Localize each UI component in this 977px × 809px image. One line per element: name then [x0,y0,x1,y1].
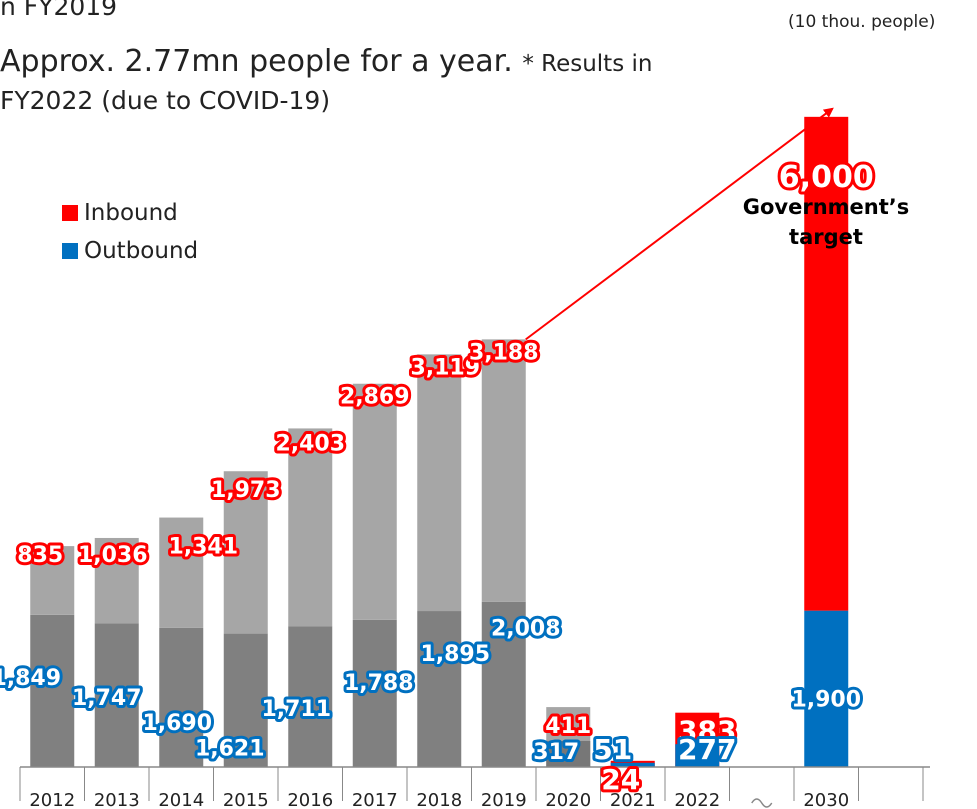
x-tick-label: 2022 [674,790,720,809]
legend-label-inbound: Inbound [84,200,178,226]
legend-swatch-outbound [62,243,78,259]
value-label-inbound-2014: 1,341 [168,535,238,560]
government-target-annotation: Government’s target [742,195,910,249]
value-labels-layer: 835 1,849 1,036 1,747 1,341 1,690 1,973 1,621 2,… [0,157,877,799]
note-line-2: Approx. 2.77mn people for a year. * Resu… [0,44,652,79]
value-label-outbound-2019: 2,008 [491,617,561,642]
value-label-outbound-2017: 1,788 [344,671,414,696]
bar-outbound-2018 [417,611,462,767]
x-tick-label: 2015 [223,790,269,809]
bar-inbound-2030 [804,116,849,611]
note-line-2-small: * Results in [522,51,653,77]
note-line-3: FY2022 (due to COVID-19) [0,86,331,115]
x-tick-label: 2020 [545,790,591,809]
x-tick-label: 2018 [416,790,462,809]
value-label-inbound-2016: 2,403 [275,431,345,456]
legend-item-outbound: Outbound [62,238,198,264]
value-label-inbound-2015: 1,973 [211,478,281,503]
x-tick-label: 2017 [352,790,398,809]
value-label-inbound-2019: 3,188 [469,340,539,365]
value-label-outbound-2013: 1,747 [72,686,142,711]
x-tick-label: 2012 [29,790,75,809]
value-label-inbound-2018: 3,119 [410,355,480,380]
x-tick-label: 2030 [803,790,849,809]
note-line-2-main: Approx. 2.77mn people for a year. [0,44,513,79]
value-label-outbound-2014: 1,690 [142,711,212,736]
x-tick-label: 2016 [287,790,333,809]
unit-label: (10 thou. people) [788,12,936,32]
legend-label-outbound: Outbound [84,238,199,264]
value-label-outbound-2015: 1,621 [195,737,265,762]
bar-outbound-2021 [610,762,655,767]
value-label-outbound-2021: 51 [593,733,632,766]
value-label-inbound-2030: 6,000 [779,160,874,195]
value-label-outbound-2016: 1,711 [261,697,331,722]
legend-swatch-inbound [62,205,78,221]
bar-inbound-2012 [30,546,75,615]
bar-inbound-2015 [223,471,268,634]
bar-inbound-2013 [94,537,139,624]
value-label-outbound-2012: 1,849 [0,666,61,691]
value-label-outbound-2022: 277 [678,733,736,766]
value-label-inbound-2021: 24 [601,763,640,796]
bar-outbound-2012 [30,614,75,767]
bar-inbound-2016 [288,428,333,627]
x-tick-label: 2013 [94,790,140,809]
value-label-outbound-2020: 317 [533,740,579,765]
bar-outbound-2014 [159,627,204,767]
bar-outbound-2013 [94,623,139,767]
bar-outbound-2020 [546,740,591,767]
value-label-inbound-2012: 835 [17,543,63,568]
value-label-inbound-2013: 1,036 [78,543,148,568]
bar-inbound-2019 [481,339,526,602]
legend-item-inbound: Inbound [62,200,178,226]
x-tick-label: 2019 [481,790,527,809]
bar-outbound-2016 [288,626,333,767]
bar-outbound-2030 [804,610,849,767]
value-label-outbound-2018: 1,895 [420,642,490,667]
trend-arrow [525,107,834,341]
bar-outbound-2017 [352,619,397,767]
axis-break-mark [751,798,773,808]
value-label-outbound-2030: 1,900 [791,688,861,713]
note-line-1: n FY2019 [0,0,118,21]
x-tick-label: 2014 [158,790,204,809]
bars-layer [30,116,849,767]
value-label-inbound-2017: 2,869 [340,385,410,410]
x-tick-label: 2021 [610,790,656,809]
bar-inbound-2014 [159,517,204,628]
value-label-inbound-2020: 411 [545,714,591,739]
bar-outbound-2019 [481,601,526,767]
bar-inbound-2018 [417,354,462,612]
bar-outbound-2015 [223,633,268,767]
x-axis: 2012 2013 2014 2015 2016 2017 2018 2019 2020 2021… [19,107,930,809]
bar-inbound-2017 [352,383,397,620]
bar-outbound-2022 [675,744,720,767]
value-label-inbound-2022: 383 [678,715,736,748]
